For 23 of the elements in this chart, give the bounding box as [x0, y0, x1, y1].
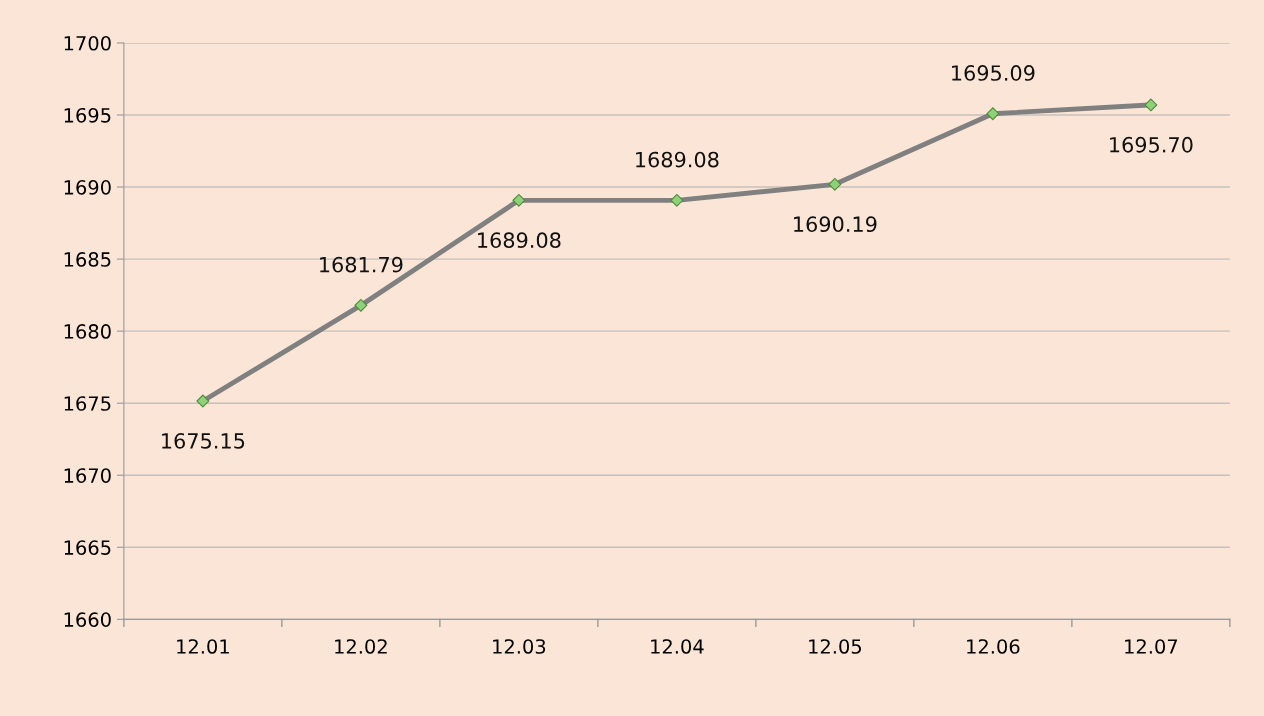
text: 1695.70 [1110, 136, 1193, 153]
x-tick-label: 12.06 [967, 639, 1020, 654]
y-tick-label: 1695 [64, 107, 111, 123]
y-tick-label: 1690 [64, 180, 111, 195]
text: 1689.08 [636, 151, 719, 168]
x-tick-label: 12.01 [177, 639, 229, 654]
x-tick-label: 12.05 [809, 639, 862, 654]
text: 1689.08 [478, 232, 561, 249]
x-tick-label: 12.07 [1125, 639, 1178, 654]
y-tick-label: 1670 [64, 468, 111, 483]
text: 1681.79 [320, 256, 403, 273]
y-tick-label: 1685 [64, 252, 111, 267]
y-tick-label: 1675 [64, 396, 111, 411]
x-tick-label: 12.03 [493, 639, 546, 654]
text: 1695.09 [952, 65, 1035, 81]
y-tick-label: 1700 [64, 35, 111, 51]
y-tick-label: 1680 [64, 324, 111, 339]
text: 1675.15 [162, 432, 245, 449]
x-tick-label: 12.04 [651, 639, 704, 654]
y-tick-label: 1660 [64, 612, 111, 627]
text: 1690.19 [794, 216, 877, 233]
y-tick-label: 1665 [64, 540, 111, 555]
x-tick-label: 12.02 [335, 639, 387, 654]
